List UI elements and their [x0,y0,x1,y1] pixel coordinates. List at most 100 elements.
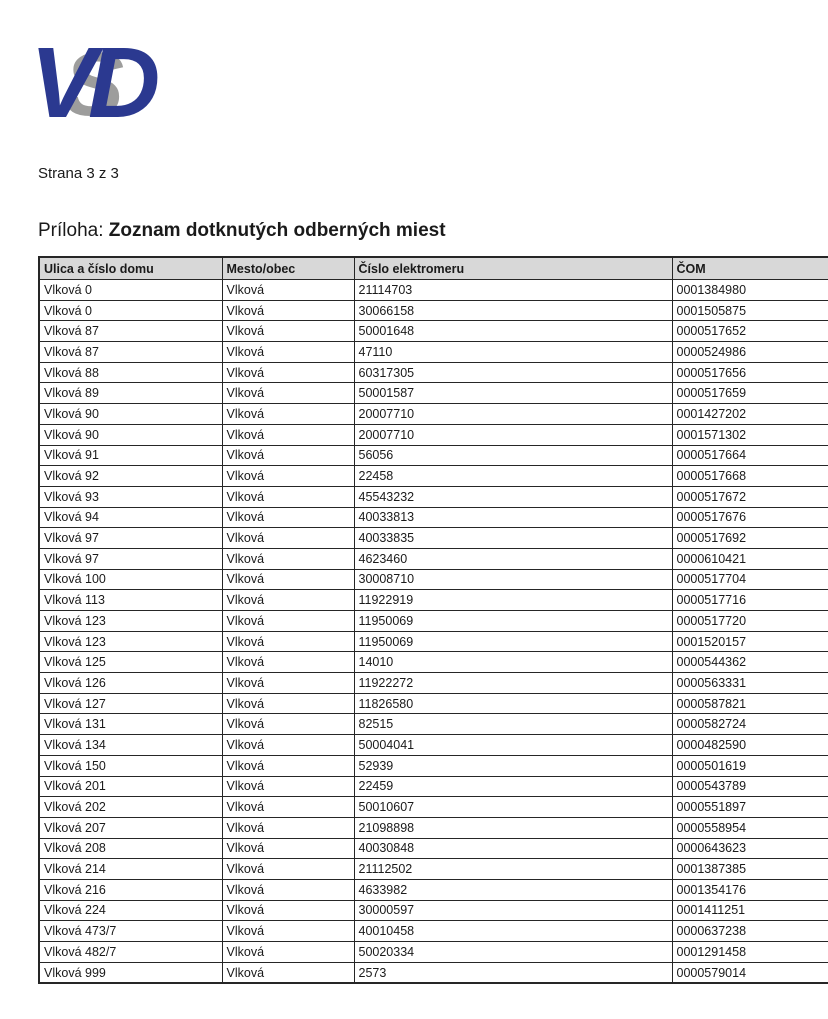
cell-meter-number: 50010607 [353,796,673,818]
cell-meter-number: 22459 [353,775,673,798]
table-row: Vlková 0 Vlková 30066158 0001505875 [38,299,828,322]
cell-meter-number: 52939 [353,754,673,777]
cell-meter-number: 11826580 [353,692,673,715]
cell-city: Vlková [221,341,355,363]
cell-street: Vlková 125 [38,651,223,674]
cell-city: Vlková [221,361,355,384]
cell-city: Vlková [221,589,355,611]
table-row: Vlková 97 Vlková 4623460 0000610421 [38,547,828,570]
cell-city: Vlková [221,899,355,922]
cell-com: 0000551897 [671,796,828,818]
cell-meter-number: 2573 [353,961,673,984]
cell-city: Vlková [221,961,355,984]
cell-meter-number: 30008710 [353,568,673,591]
page-indicator: Strana 3 z 3 [38,165,119,182]
cell-meter-number: 11950069 [353,630,673,653]
cell-street: Vlková 214 [38,858,223,880]
delivery-points-table-wrap: Ulica a číslo domu Mesto/obec Číslo elek… [38,256,828,985]
cell-city: Vlková [221,485,355,508]
cell-com: 0000587821 [671,692,828,715]
table-row: Vlková 123 Vlková 11950069 0001520157 [38,630,828,653]
cell-city: Vlková [221,403,355,425]
cell-city: Vlková [221,713,355,736]
table-row: Vlková 87 Vlková 47110 0000524986 [38,341,828,363]
cell-meter-number: 40033813 [353,506,673,529]
cell-meter-number: 4633982 [353,878,673,901]
cell-meter-number: 50001648 [353,320,673,343]
col-header-city: Mesto/obec [221,256,355,280]
cell-com: 0000501619 [671,754,828,777]
cell-street: Vlková 201 [38,775,223,798]
cell-meter-number: 50020334 [353,941,673,963]
cell-street: Vlková 91 [38,444,223,467]
cell-street: Vlková 87 [38,341,223,363]
cell-meter-number: 40033835 [353,527,673,549]
cell-street: Vlková 87 [38,320,223,343]
cell-street: Vlková 88 [38,361,223,384]
cell-com: 0000517720 [671,610,828,632]
cell-meter-number: 47110 [353,341,673,363]
table-row: Vlková 125 Vlková 14010 0000544362 [38,651,828,674]
table-row: Vlková 150 Vlková 52939 0000501619 [38,754,828,777]
logo-letter-d: D [88,27,160,139]
cell-com: 0000543789 [671,775,828,798]
table-row: Vlková 93 Vlková 45543232 0000517672 [38,485,828,508]
page-title: Príloha: Zoznam dotknutých odberných mie… [38,220,446,242]
cell-meter-number: 30000597 [353,899,673,922]
cell-street: Vlková 208 [38,837,223,860]
cell-street: Vlková 131 [38,713,223,736]
cell-meter-number: 60317305 [353,361,673,384]
cell-city: Vlková [221,382,355,405]
table-row: Vlková 201 Vlková 22459 0000543789 [38,775,828,798]
cell-com: 0001411251 [671,899,828,922]
cell-street: Vlková 473/7 [38,920,223,942]
cell-city: Vlková [221,837,355,860]
cell-com: 0001387385 [671,858,828,880]
cell-com: 0001520157 [671,630,828,653]
cell-street: Vlková 127 [38,692,223,715]
cell-com: 0000643623 [671,837,828,860]
cell-com: 0001427202 [671,403,828,425]
cell-com: 0000610421 [671,547,828,570]
table-row: Vlková 482/7 Vlková 50020334 0001291458 [38,941,828,963]
cell-street: Vlková 90 [38,403,223,425]
table-row: Vlková 224 Vlková 30000597 0001411251 [38,899,828,922]
cell-com: 0000517656 [671,361,828,384]
cell-meter-number: 50001587 [353,382,673,405]
cell-city: Vlková [221,527,355,549]
cell-street: Vlková 0 [38,279,223,301]
cell-city: Vlková [221,941,355,963]
cell-street: Vlková 92 [38,465,223,487]
cell-com: 0000517692 [671,527,828,549]
cell-meter-number: 20007710 [353,403,673,425]
table-row: Vlková 88 Vlková 60317305 0000517656 [38,361,828,384]
table-row: Vlková 100 Vlková 30008710 0000517704 [38,568,828,591]
title-prefix: Príloha: [38,220,104,241]
table-row: Vlková 91 Vlková 56056 0000517664 [38,444,828,467]
delivery-points-table: Ulica a číslo domu Mesto/obec Číslo elek… [38,256,828,985]
cell-meter-number: 50004041 [353,734,673,756]
table-row: Vlková 113 Vlková 11922919 0000517716 [38,589,828,611]
cell-meter-number: 21112502 [353,858,673,880]
cell-street: Vlková 123 [38,610,223,632]
cell-com: 0000637238 [671,920,828,942]
cell-street: Vlková 216 [38,878,223,901]
table-row: Vlková 999 Vlková 2573 0000579014 [38,961,828,984]
cell-com: 0000482590 [671,734,828,756]
cell-com: 0000517716 [671,589,828,611]
cell-meter-number: 11950069 [353,610,673,632]
cell-street: Vlková 150 [38,754,223,777]
table-row: Vlková 216 Vlková 4633982 0001354176 [38,878,828,901]
table-row: Vlková 97 Vlková 40033835 0000517692 [38,527,828,549]
cell-street: Vlková 113 [38,589,223,611]
cell-city: Vlková [221,465,355,487]
cell-city: Vlková [221,299,355,322]
cell-city: Vlková [221,279,355,301]
table-row: Vlková 90 Vlková 20007710 0001427202 [38,403,828,425]
table-row: Vlková 94 Vlková 40033813 0000517676 [38,506,828,529]
table-body: Vlková 0 Vlková 21114703 0001384980 Vlko… [38,279,828,984]
cell-street: Vlková 999 [38,961,223,984]
cell-com: 0000517652 [671,320,828,343]
table-row: Vlková 90 Vlková 20007710 0001571302 [38,423,828,446]
cell-com: 0000517668 [671,465,828,487]
